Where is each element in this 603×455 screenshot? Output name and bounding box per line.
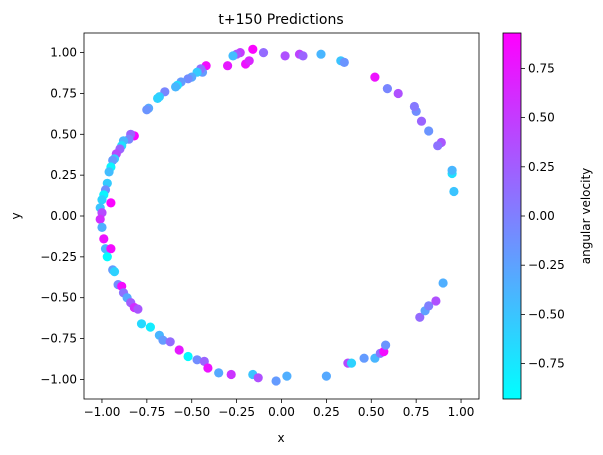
y-axis-label: y xyxy=(9,212,23,219)
y-tick-label: 1.00 xyxy=(50,46,77,60)
y-tick-label: −1.00 xyxy=(40,372,77,386)
data-point xyxy=(223,61,233,71)
data-point xyxy=(192,355,202,365)
data-point xyxy=(244,56,254,66)
data-point xyxy=(415,312,425,322)
x-axis-label: x xyxy=(277,431,284,445)
data-point xyxy=(203,363,213,373)
data-point xyxy=(106,198,116,208)
y-tick-label: 0.00 xyxy=(50,209,77,223)
data-point xyxy=(424,126,434,136)
y-tick-label: 0.50 xyxy=(50,127,77,141)
data-point xyxy=(321,371,331,381)
data-point xyxy=(370,72,380,82)
data-point xyxy=(248,44,258,54)
data-point xyxy=(449,186,459,197)
data-point xyxy=(165,337,175,347)
data-point xyxy=(183,351,193,362)
data-point xyxy=(142,105,152,115)
x-tick-label: 0.75 xyxy=(403,405,430,419)
data-point xyxy=(228,51,238,61)
data-point xyxy=(409,101,419,112)
data-point xyxy=(280,51,290,61)
data-point xyxy=(153,93,163,103)
data-point xyxy=(339,57,349,67)
data-point xyxy=(95,214,105,224)
x-tick-label: −0.25 xyxy=(218,405,255,419)
chart-title: t+150 Predictions xyxy=(218,12,343,28)
data-point xyxy=(104,167,114,177)
data-point xyxy=(447,165,457,175)
data-point xyxy=(106,244,116,254)
data-point xyxy=(393,88,403,99)
data-point xyxy=(99,234,109,244)
data-point xyxy=(226,369,236,380)
y-axis-ticks: −1.00 −0.75 −0.50 −0.25 0.00 0.25 0.50 0.75 1.00 xyxy=(40,46,84,386)
data-point xyxy=(359,353,369,363)
x-tick-label: −0.75 xyxy=(128,405,165,419)
colorbar-tick-label: −0.50 xyxy=(528,307,565,321)
x-tick-label: −0.50 xyxy=(173,405,210,419)
x-tick-label: 0.25 xyxy=(313,405,340,419)
data-point xyxy=(158,335,168,345)
y-tick-label: −0.25 xyxy=(40,250,77,264)
colorbar-tick-label: 0.25 xyxy=(528,160,555,174)
data-point xyxy=(258,48,269,58)
data-point xyxy=(433,141,443,151)
data-point xyxy=(316,49,326,59)
data-point xyxy=(424,301,434,311)
colorbar-ticks: −0.75 −0.50 −0.25 0.00 0.25 0.50 0.75 xyxy=(521,61,565,371)
data-point xyxy=(183,74,193,84)
data-point xyxy=(382,84,392,94)
data-point xyxy=(346,358,357,368)
data-point xyxy=(136,319,147,329)
data-point xyxy=(145,322,155,332)
y-tick-label: 0.75 xyxy=(50,86,77,100)
data-point xyxy=(174,345,184,355)
data-point xyxy=(214,368,224,378)
y-tick-label: −0.50 xyxy=(40,291,77,305)
data-point xyxy=(431,296,441,306)
x-axis-ticks: −1.00 −0.75 −0.50 −0.25 0.00 0.25 0.50 0.75 1.00 xyxy=(84,399,475,419)
y-tick-label: 0.25 xyxy=(50,168,77,182)
plot-frame xyxy=(83,32,480,400)
x-tick-label: 1.00 xyxy=(448,405,475,419)
data-point xyxy=(271,376,281,386)
colorbar-tick-label: 0.75 xyxy=(528,61,555,75)
colorbar xyxy=(502,32,522,400)
data-point xyxy=(102,252,112,262)
colorbar-tick-label: −0.75 xyxy=(528,357,565,371)
x-tick-label: −1.00 xyxy=(84,405,121,419)
y-tick-label: −0.75 xyxy=(40,332,77,346)
data-point xyxy=(133,304,143,314)
x-tick-label: 0.50 xyxy=(358,405,385,419)
data-point xyxy=(438,278,448,288)
data-point xyxy=(171,82,181,92)
colorbar-tick-label: −0.25 xyxy=(528,258,565,272)
x-tick-label: 0.00 xyxy=(268,405,295,419)
colorbar-tick-label: 0.50 xyxy=(528,111,555,125)
data-point xyxy=(109,267,120,277)
points-layer xyxy=(95,44,459,386)
data-point xyxy=(416,116,427,126)
data-point xyxy=(97,222,107,232)
data-point xyxy=(282,371,292,381)
colorbar-tick-label: 0.00 xyxy=(528,209,555,223)
data-point xyxy=(298,51,308,61)
colorbar-label: angular velocity xyxy=(579,168,593,265)
data-point xyxy=(253,373,263,383)
data-point xyxy=(381,340,391,350)
data-point xyxy=(97,195,107,205)
